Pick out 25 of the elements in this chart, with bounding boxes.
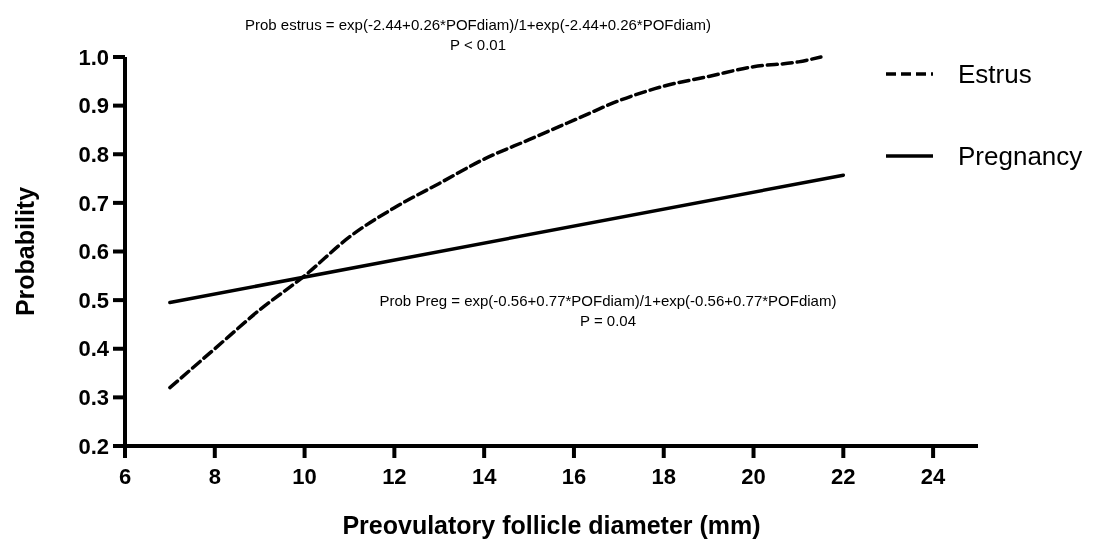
y-tick-label: 0.4 <box>78 336 110 362</box>
x-tick-label: 22 <box>831 464 856 489</box>
x-tick-label: 12 <box>382 464 407 489</box>
annotation: Prob Preg = exp(-0.56+0.77*POFdiam)/1+exp(-0.56+0.77*POFdiam) P = 0.04 <box>379 292 837 329</box>
y-axis-title: Probability <box>11 186 39 317</box>
x-tick-label: 6 <box>118 464 132 489</box>
y-tick-label: 0.9 <box>78 93 109 119</box>
x-tick-label: 16 <box>561 464 587 489</box>
y-tick-label: 0.7 <box>78 190 109 216</box>
x-axis-title: Preovulatory follicle diameter (mm) <box>342 511 761 539</box>
y-tick-label: 0.3 <box>78 385 109 411</box>
y-tick-label: 0.8 <box>78 141 109 167</box>
x-tick-label: 14 <box>471 464 498 489</box>
y-tick-label: 0.2 <box>78 433 109 459</box>
x-tick-label: 18 <box>651 464 676 489</box>
legend-label: Estrus <box>958 59 1032 90</box>
x-tick-label: 8 <box>208 464 221 489</box>
y-tick-label: 0.5 <box>78 287 109 313</box>
y-tick-label: 0.6 <box>78 239 109 265</box>
x-tick-label: 20 <box>741 464 766 489</box>
legend-label: Pregnancy <box>958 141 1083 172</box>
x-tick-label: 24 <box>920 464 947 489</box>
y-tick-label: 1.0 <box>78 44 109 70</box>
text: Prob estrus = exp(-2.44+0.26*POFdiam)/1+exp(-2.44+0.26*POFdiam) P < 0.01 <box>244 16 712 53</box>
x-tick-label: 10 <box>292 464 317 489</box>
